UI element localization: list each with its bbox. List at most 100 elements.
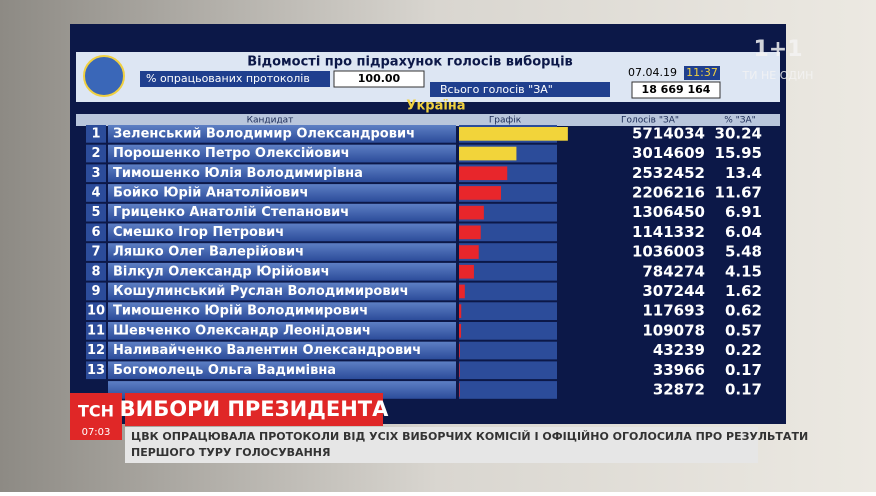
- votes: 1036003: [632, 243, 705, 261]
- percent: 30.24: [715, 124, 762, 142]
- date: 07.04.19: [628, 66, 677, 79]
- total-box: [631, 81, 721, 99]
- total-label-box: [430, 82, 610, 97]
- processed-label: % опрацьованих протоколів: [146, 72, 310, 85]
- row-number: 10: [87, 304, 105, 319]
- row-number: 4: [91, 185, 100, 200]
- vote-bar: [459, 264, 474, 279]
- caption-line: ПЕРШОГО ТУРУ ГОЛОСУВАННЯ: [131, 446, 330, 459]
- percent: 0.17: [725, 380, 762, 398]
- tsn-logo: ТСН: [78, 402, 114, 421]
- row-band: [108, 144, 456, 163]
- vote-bar: [459, 205, 484, 220]
- vote-bar: [459, 284, 465, 299]
- num-cell: [86, 361, 106, 380]
- headline-box: [125, 393, 383, 426]
- slogan: ТИ НЕ ОДИН: [742, 69, 814, 82]
- vote-bar: [459, 363, 460, 378]
- column-header: Голосів "ЗА": [621, 116, 679, 126]
- row-number: 12: [87, 343, 105, 358]
- graph-cell: [459, 381, 557, 399]
- total-label: Всього голосів "ЗА": [440, 83, 553, 96]
- row-band: [108, 184, 456, 202]
- votes: 3014609: [632, 144, 705, 162]
- row-number: 3: [91, 166, 100, 181]
- row-band: [108, 125, 456, 143]
- processed-label-box: [140, 71, 330, 87]
- graph-cell: [459, 322, 557, 340]
- caption-line: ЦВК ОПРАЦЮВАЛА ПРОТОКОЛИ ВІД УСІХ ВИБОРЧ…: [131, 430, 808, 443]
- vote-bar: [459, 383, 460, 397]
- row-band: [108, 164, 456, 183]
- percent: 4.15: [725, 262, 762, 280]
- votes: 307244: [642, 282, 705, 300]
- row-number: 7: [91, 245, 100, 260]
- vote-bar: [459, 186, 502, 200]
- vote-bar: [459, 304, 462, 318]
- candidate-name: Тимошенко Юлія Володимирівна: [113, 166, 363, 181]
- caption-box: [125, 427, 758, 463]
- votes: 1306450: [632, 203, 705, 221]
- candidate-name: Кошулинський Руслан Володимирович: [113, 284, 409, 299]
- vote-bar: [459, 245, 479, 259]
- candidate-name: Ляшко Олег Валерійович: [113, 245, 304, 260]
- graph-cell: [459, 243, 557, 261]
- num-cell: [86, 125, 106, 143]
- candidate-name: Бойко Юрій Анатолійович: [113, 185, 308, 200]
- percent: 0.22: [725, 341, 762, 359]
- graph-cell: [459, 341, 557, 360]
- time: 11:37: [686, 66, 718, 79]
- column-header: Кандидат: [247, 116, 294, 126]
- column-header-band: [76, 114, 780, 126]
- emblem: [83, 55, 125, 97]
- column-header: Графік: [489, 116, 522, 126]
- vote-bar: [459, 127, 568, 141]
- votes: 2206216: [632, 183, 705, 201]
- num-cell: [86, 184, 106, 202]
- votes: 109078: [642, 321, 705, 339]
- time-box: [684, 66, 720, 80]
- row-band: [108, 341, 456, 360]
- percent: 0.57: [725, 321, 762, 339]
- vote-bar: [459, 146, 517, 161]
- percent: 15.95: [715, 144, 762, 162]
- vote-bar: [459, 324, 462, 338]
- candidate-name: Зеленський Володимир Олександрович: [113, 126, 415, 141]
- candidate-name: Смешко Ігор Петрович: [113, 225, 284, 240]
- percent: 0.17: [725, 361, 762, 379]
- votes: 43239: [653, 341, 705, 359]
- percent: 11.67: [715, 183, 762, 201]
- num-cell: [86, 282, 106, 301]
- num-cell: [86, 144, 106, 163]
- board-title: Відомості про підрахунок голосів виборці…: [247, 55, 573, 70]
- clock: 07:03: [82, 427, 111, 438]
- processed-value: 100.00: [358, 72, 401, 85]
- results-table: Кандидат Графік Голосів "ЗА" % "ЗА" 1 Зеленсь…: [76, 114, 780, 399]
- region: Україна: [406, 99, 465, 114]
- row-band: [108, 302, 456, 320]
- num-cell: [86, 302, 106, 320]
- votes: 2532452: [632, 164, 705, 182]
- vote-bar: [459, 166, 508, 181]
- candidate-name: Шевченко Олександр Леонідович: [113, 323, 371, 338]
- percent: 13.4: [725, 164, 762, 182]
- candidate-name: Наливайченко Валентин Олександрович: [113, 343, 421, 358]
- votes: 784274: [642, 262, 705, 280]
- row-band: [108, 243, 456, 261]
- vote-bar: [459, 225, 481, 240]
- row-band: [108, 262, 456, 281]
- percent: 5.48: [725, 243, 762, 261]
- votes: 117693: [642, 302, 705, 320]
- votes: 1141332: [632, 223, 705, 241]
- row-number: 13: [87, 363, 105, 378]
- num-cell: [86, 203, 106, 222]
- candidate-name: Вілкул Олександр Юрійович: [113, 264, 330, 279]
- headline: ВИБОРИ ПРЕЗИДЕНТА: [120, 397, 389, 421]
- row-number: 2: [91, 146, 100, 161]
- row-number: 6: [91, 225, 100, 240]
- candidate-name: Тимошенко Юрій Володимирович: [113, 304, 368, 319]
- row-number: 5: [91, 205, 100, 220]
- num-cell: [86, 262, 106, 281]
- graph-cell: [459, 282, 557, 301]
